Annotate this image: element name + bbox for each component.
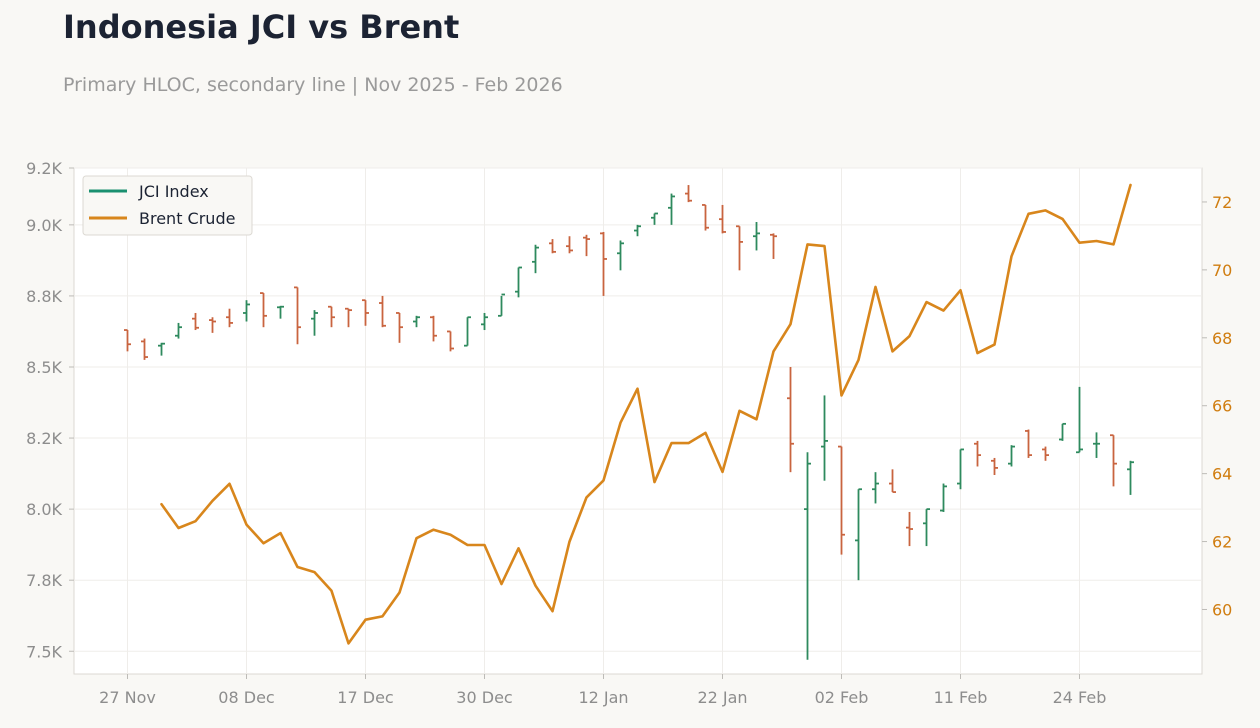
- ohlc-bar: [158, 342, 165, 356]
- ohlc-bar: [379, 295, 386, 328]
- ohlc-bar: [1093, 432, 1100, 458]
- ohlc-bar: [940, 483, 947, 512]
- ohlc-bar: [770, 233, 777, 259]
- ohlc-bar: [515, 266, 522, 298]
- ohlc-bar: [294, 286, 301, 345]
- ohlc-bar: [209, 317, 216, 333]
- ohlc-bar: [872, 472, 879, 504]
- ohlc-bar: [1042, 446, 1049, 461]
- right-tick-label: 60: [1212, 600, 1232, 619]
- left-axis: 7.5K 7.8K 8.0K 8.2K 8.5K 8.8K 9.0K 9.2K: [26, 159, 74, 661]
- chart-title: Indonesia JCI vs Brent: [63, 8, 460, 46]
- ohlc-bar: [260, 292, 267, 328]
- ohlc-bar: [600, 231, 607, 296]
- x-tick-label: 08 Dec: [218, 688, 274, 707]
- ohlc-bar: [226, 308, 233, 328]
- right-tick-label: 68: [1212, 329, 1232, 348]
- ohlc-bar: [634, 224, 641, 237]
- ohlc-bar: [1127, 460, 1134, 495]
- ohlc-bar: [957, 448, 964, 490]
- x-axis: 27 Nov 08 Dec 17 Dec 30 Dec 12 Jan 22 Jan 02 F…: [99, 674, 1106, 707]
- ohlc-bar: [804, 452, 811, 660]
- ohlc-bar: [277, 305, 284, 319]
- ohlc-bar: [464, 316, 471, 347]
- ohlc-bar: [838, 445, 845, 555]
- ohlc-bar: [1008, 445, 1015, 467]
- left-tick-label: 9.2K: [26, 159, 62, 178]
- ohlc-bar: [311, 310, 318, 336]
- ohlc-bar: [192, 312, 199, 331]
- plot-area: [73, 167, 1203, 675]
- right-tick-label: 70: [1212, 261, 1232, 280]
- ohlc-bar: [821, 395, 828, 481]
- left-tick-label: 8.0K: [26, 500, 62, 519]
- ohlc-bar: [736, 225, 743, 271]
- legend-label-jci: JCI Index: [138, 182, 209, 201]
- ohlc-bar: [1025, 429, 1032, 458]
- ohlc-bar: [719, 204, 726, 234]
- right-axis: 60 62 64 66 68 70 72: [1202, 193, 1232, 619]
- ohlc-bar: [141, 338, 148, 360]
- x-tick-label: 12 Jan: [578, 688, 628, 707]
- ohlc-bar: [447, 330, 454, 352]
- ohlc-bar: [362, 299, 369, 326]
- ohlc-bar: [685, 185, 692, 203]
- ohlc-bar: [974, 440, 981, 467]
- left-tick-label: 8.2K: [26, 429, 62, 448]
- ohlc-bar: [481, 312, 488, 331]
- legend: JCI Index Brent Crude: [82, 175, 253, 236]
- ohlc-bar: [923, 508, 930, 547]
- ohlc-bar: [549, 239, 556, 254]
- x-tick-label: 17 Dec: [337, 688, 393, 707]
- ohlc-bar: [328, 305, 335, 328]
- left-tick-label: 7.8K: [26, 571, 62, 590]
- left-tick-label: 8.5K: [26, 358, 62, 377]
- legend-label-brent: Brent Crude: [139, 209, 235, 228]
- left-tick-label: 7.5K: [26, 642, 62, 661]
- ohlc-bar: [413, 315, 420, 328]
- ohlc-bar: [124, 329, 131, 352]
- ohlc-bar: [855, 488, 862, 581]
- ohlc-bar: [787, 366, 794, 473]
- chart-subtitle: Primary HLOC, secondary line | Nov 2025 …: [63, 74, 563, 96]
- x-tick-label: 24 Feb: [1053, 688, 1107, 707]
- ohlc-bar: [532, 244, 539, 274]
- ohlc-bar: [991, 457, 998, 476]
- right-tick-label: 62: [1212, 533, 1232, 552]
- brent-line: [160, 183, 1132, 645]
- ohlc-bar: [430, 315, 437, 342]
- x-tick-label: 02 Feb: [815, 688, 869, 707]
- ohlc-bar: [753, 222, 760, 251]
- x-tick-label: 30 Dec: [456, 688, 512, 707]
- x-tick-label: 22 Jan: [697, 688, 747, 707]
- ohlc-bar: [1076, 386, 1083, 454]
- x-tick-label: 11 Feb: [934, 688, 988, 707]
- right-tick-label: 72: [1212, 193, 1232, 212]
- left-tick-label: 9.0K: [26, 216, 62, 235]
- ohlc-bar: [396, 312, 403, 343]
- ohlc-bar: [668, 193, 675, 225]
- ohlc-bar: [651, 212, 658, 225]
- ohlc-bar: [583, 234, 590, 257]
- ohlc-bar: [702, 204, 709, 231]
- ohlc-bar: [1059, 422, 1066, 441]
- ohlc-bar: [1110, 434, 1117, 487]
- ohlc-bar: [243, 300, 250, 322]
- ohlc-bar: [617, 240, 624, 271]
- ohlc-bar: [498, 293, 505, 317]
- left-tick-label: 8.8K: [26, 287, 62, 306]
- ohlc-bar: [566, 236, 573, 254]
- jci-ohlc-series: [124, 185, 1134, 660]
- ohlc-bar: [345, 307, 352, 328]
- ohlc-bar: [906, 511, 913, 547]
- ohlc-bar: [175, 322, 182, 339]
- x-tick-label: 27 Nov: [99, 688, 156, 707]
- right-tick-label: 64: [1212, 465, 1232, 484]
- right-tick-label: 66: [1212, 397, 1232, 416]
- ohlc-bar: [889, 469, 896, 493]
